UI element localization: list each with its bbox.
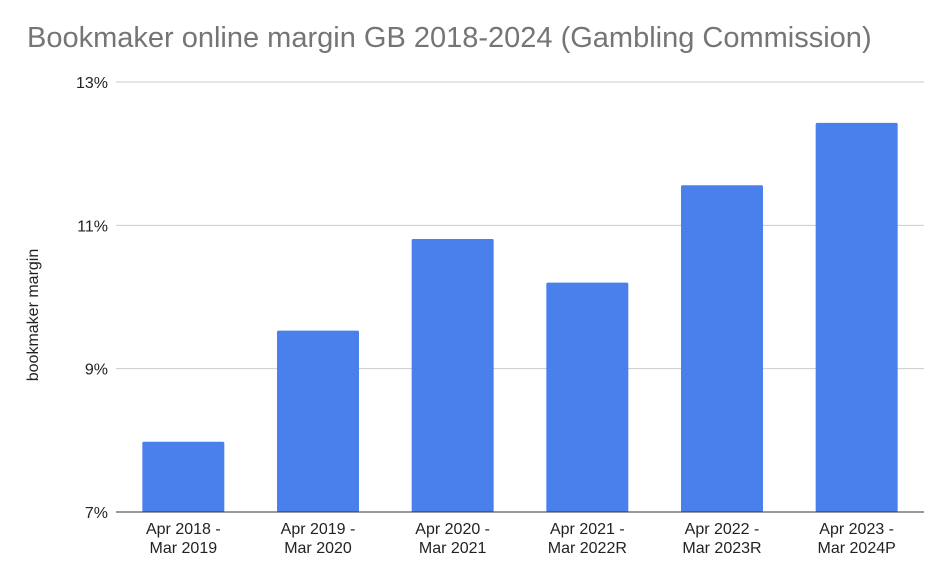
chart-title: Bookmaker online margin GB 2018-2024 (Ga… — [27, 22, 872, 54]
x-tick-label: Apr 2020 -Mar 2021 — [415, 521, 490, 557]
x-tick-label: Apr 2018 -Mar 2019 — [146, 521, 221, 557]
x-tick-label: Apr 2022 -Mar 2023R — [682, 521, 761, 557]
bar — [142, 441, 225, 512]
bar — [815, 122, 898, 512]
x-tick-label: Apr 2023 -Mar 2024P — [818, 521, 896, 557]
y-tick-label: 7% — [85, 505, 108, 522]
bar — [546, 282, 629, 512]
y-tick-label: 11% — [77, 218, 108, 235]
bar — [277, 330, 359, 512]
x-tick-label: Apr 2021 -Mar 2022R — [548, 521, 627, 557]
x-tick-label: Apr 2019 -Mar 2020 — [281, 521, 356, 557]
bar — [411, 238, 494, 512]
y-tick-label: 13% — [76, 75, 108, 92]
y-tick-label: 9% — [85, 362, 108, 379]
bar — [681, 185, 763, 512]
